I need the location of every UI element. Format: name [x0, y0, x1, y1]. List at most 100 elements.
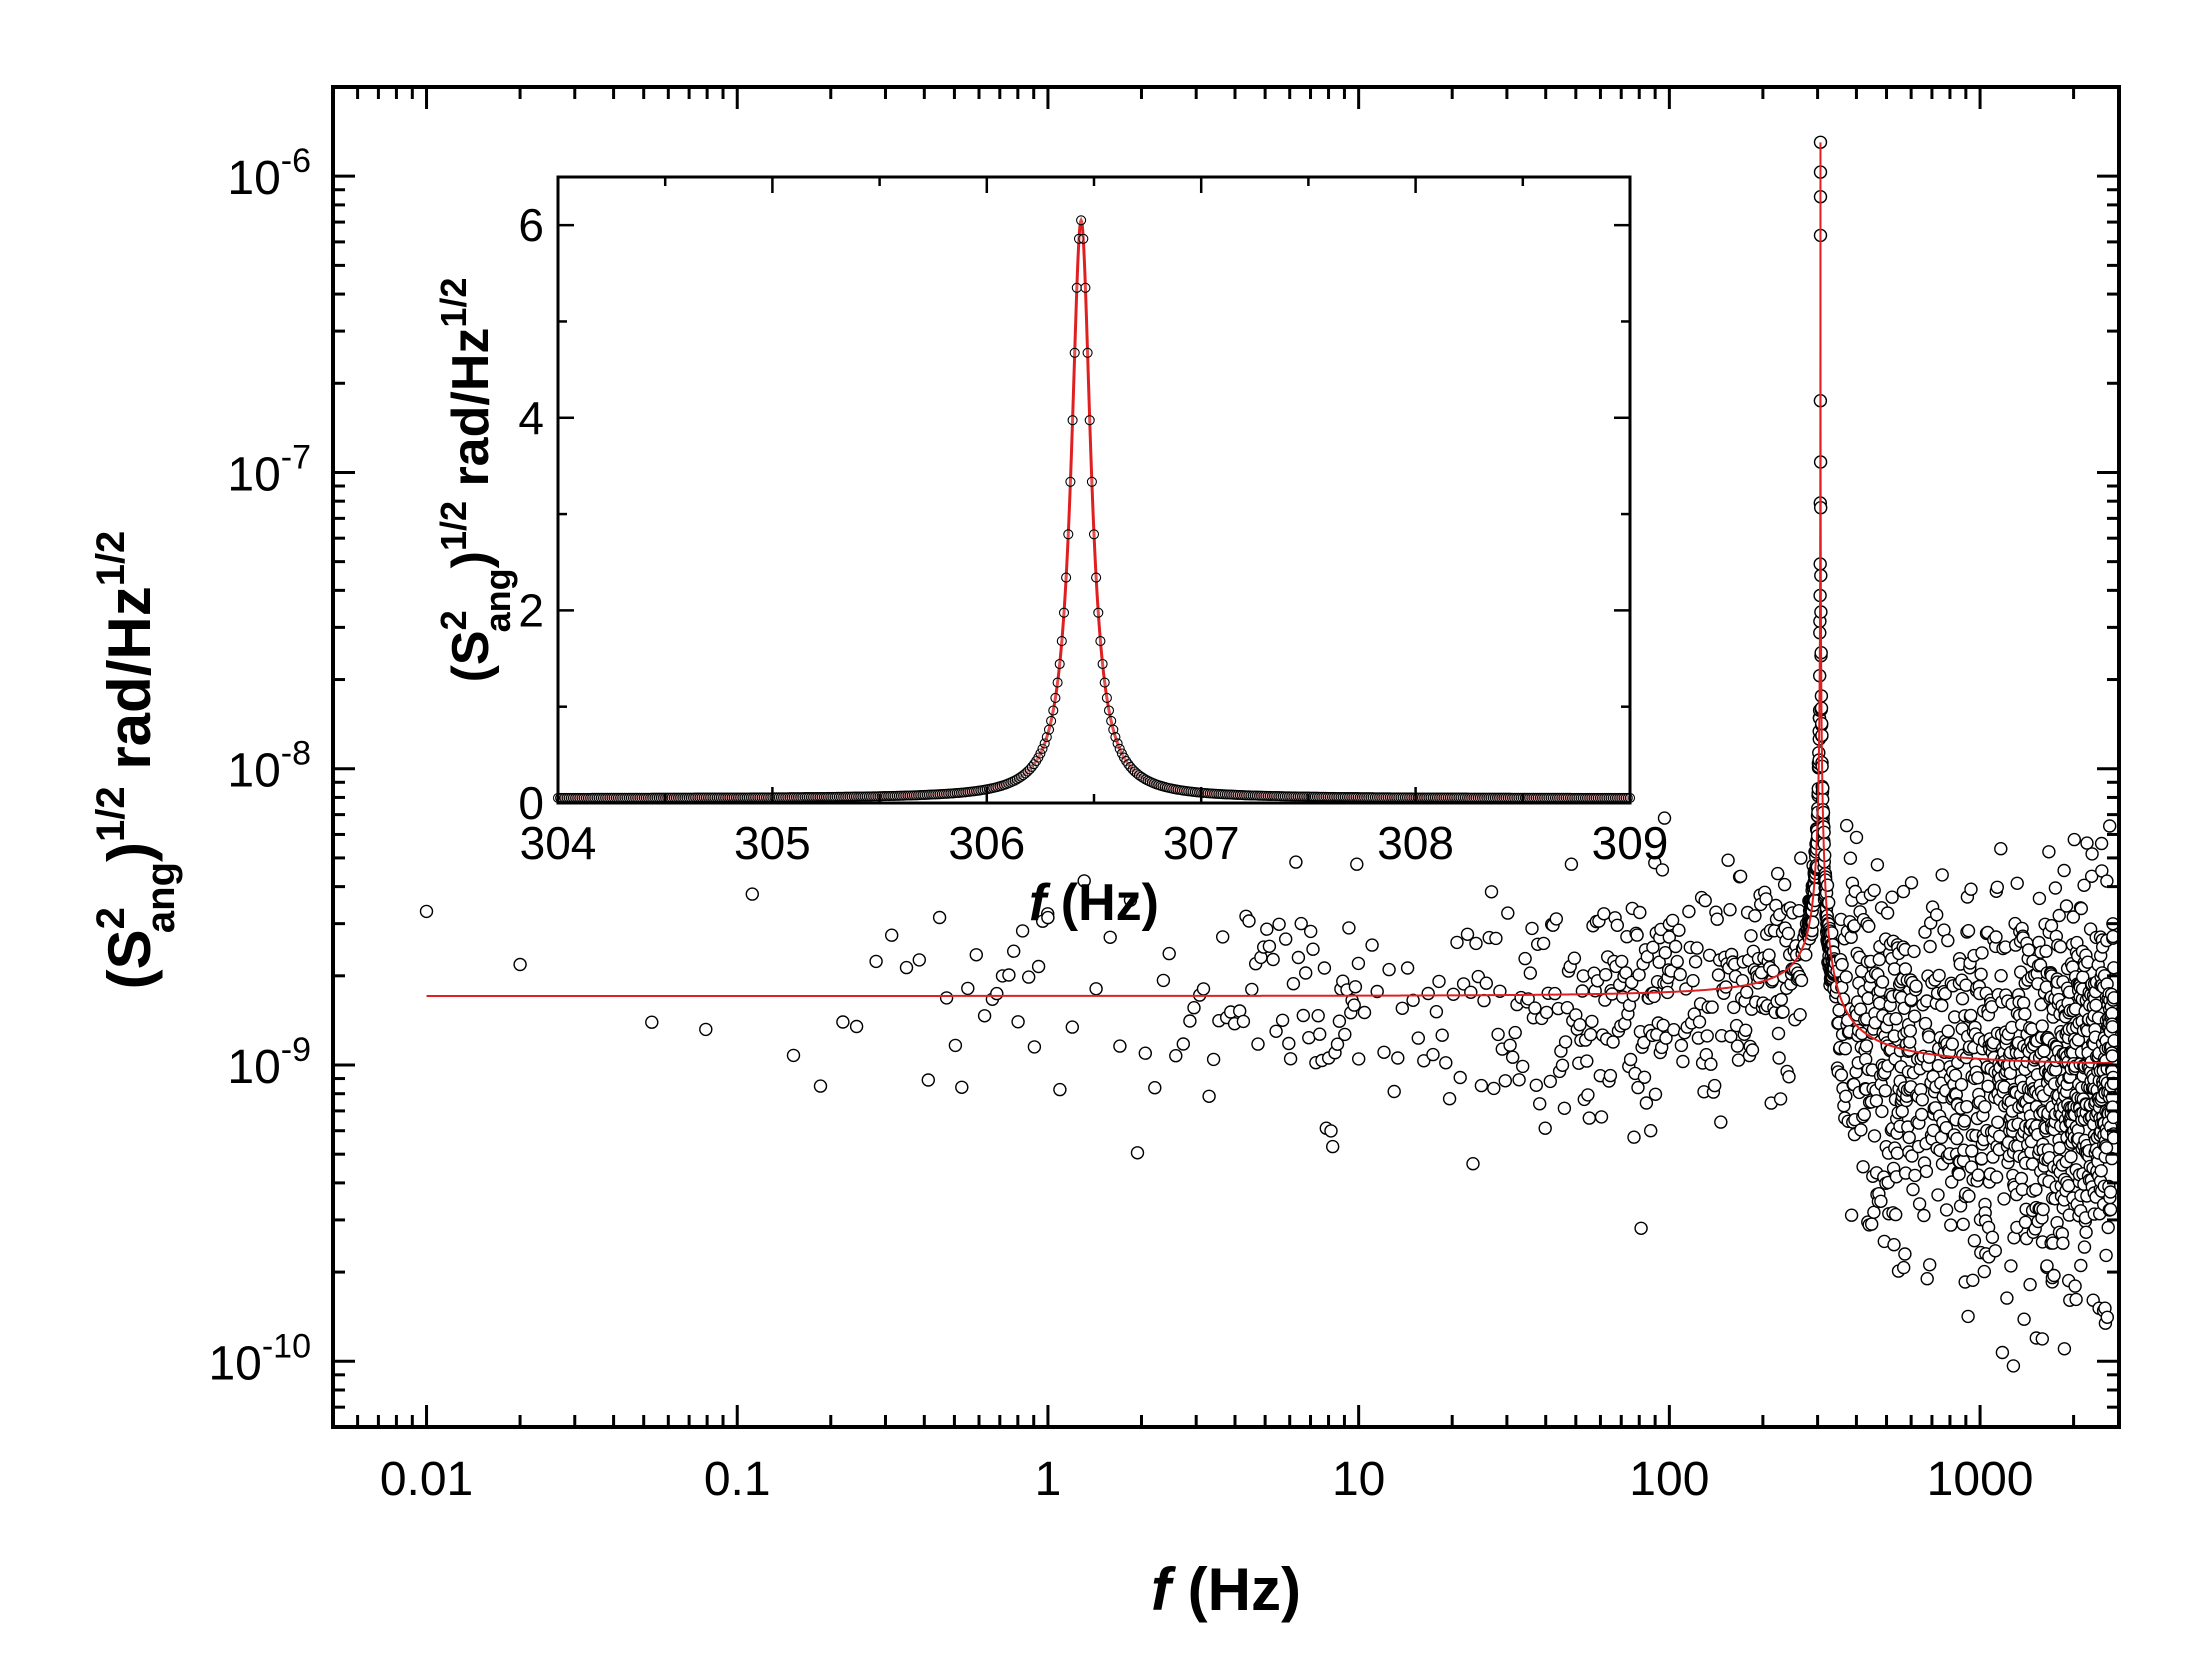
- inset-data-point: [1101, 692, 1112, 703]
- main-data-point: [1945, 1037, 1960, 1051]
- main-data-point: [1854, 1123, 1868, 1137]
- main-data-point: [2006, 1359, 2021, 1373]
- main-data-point: [1903, 1024, 1918, 1038]
- main-data-point: [2042, 845, 2056, 859]
- main-plot-frame: [331, 85, 2121, 1429]
- main-data-point: [1781, 926, 1796, 941]
- main-data-point: [1932, 968, 1946, 983]
- inset-data-point: [1071, 282, 1082, 293]
- main-data-point: [1771, 1026, 1786, 1041]
- main-data-point: [1690, 941, 1704, 955]
- main-data-point: [1988, 1244, 2003, 1258]
- main-data-point: [1580, 1054, 1594, 1068]
- main-data-point: [1626, 988, 1641, 1003]
- main-data-point: [1538, 1121, 1552, 1135]
- main-data-point: [1338, 1027, 1352, 1042]
- inset-data-point: [1043, 724, 1055, 735]
- main-data-point: [1907, 944, 1921, 959]
- main-data-point: [2010, 876, 2024, 890]
- inset-data-point: [1058, 607, 1070, 618]
- main-data-point: [1730, 1039, 1745, 1053]
- main-data-point: [1956, 1217, 1970, 1232]
- main-x-axis-title: f (Hz): [1151, 1556, 1301, 1623]
- main-data-point: [955, 1080, 969, 1095]
- main-data-point: [1278, 932, 1293, 946]
- main-data-point: [1977, 1264, 1992, 1279]
- main-data-point: [1312, 1027, 1327, 1041]
- main-data-point: [1674, 1038, 1689, 1053]
- main-data-point: [645, 1015, 659, 1029]
- inset-y-tick-labels: 0 2 4 6: [518, 199, 544, 829]
- main-data-point: [1658, 946, 1673, 960]
- main-data-point: [1632, 968, 1646, 982]
- inset-plot: 304 305 306 307 308 309 0 2 4 6 f (Hz) (S2ang)1/…: [433, 175, 1668, 932]
- main-data-point: [1777, 877, 1792, 892]
- main-data-point: [1505, 1050, 1520, 1064]
- main-data-point: [1776, 1005, 1790, 1019]
- main-y-tick-label: 10-6: [227, 142, 311, 205]
- main-data-point: [1387, 1084, 1401, 1099]
- inset-data-point: [1076, 215, 1087, 226]
- main-data-point: [1835, 957, 1849, 972]
- main-data-point: [1711, 968, 1726, 982]
- main-data-point: [1838, 1041, 1853, 1056]
- main-data-point: [1623, 1052, 1638, 1067]
- main-data-point: [1975, 946, 1989, 960]
- main-x-tick-label: 0.01: [380, 1453, 473, 1506]
- main-data-point: [2004, 1259, 2018, 1273]
- main-data-point: [1898, 1247, 1912, 1261]
- main-data-point: [1148, 1080, 1162, 1095]
- main-data-point: [1917, 1208, 1931, 1223]
- main-data-point: [1015, 924, 1030, 938]
- main-data-point: [1704, 1057, 1718, 1071]
- inset-data-point: [1061, 572, 1072, 583]
- main-data-point: [2036, 1202, 2050, 1217]
- main-data-point: [1536, 936, 1551, 951]
- main-data-point: [1655, 863, 1670, 877]
- main-data-point: [1294, 916, 1308, 931]
- main-data-point: [1426, 1047, 1440, 1062]
- main-data-point: [1162, 946, 1176, 961]
- inset-scatter-series: [552, 215, 1636, 803]
- inset-x-tick-label: 307: [1163, 817, 1240, 869]
- main-y-tick-label: 10-9: [227, 1031, 311, 1094]
- main-data-point: [1342, 921, 1356, 935]
- main-data-point: [899, 960, 914, 975]
- main-x-tick-label: 100: [1629, 1453, 1709, 1506]
- inset-y-tick-label: 0: [518, 777, 544, 829]
- main-data-point: [1456, 977, 1471, 991]
- main-data-point: [2035, 1019, 2049, 1033]
- main-data-point: [1875, 1104, 1889, 1119]
- main-data-point: [1324, 1124, 1338, 1138]
- main-data-point: [2074, 1258, 2088, 1273]
- main-data-point: [513, 957, 527, 972]
- main-data-point: [1639, 1096, 1654, 1110]
- main-data-point: [1614, 954, 1629, 969]
- main-data-point: [1931, 1188, 1945, 1202]
- main-data-point: [1665, 913, 1680, 928]
- main-data-point: [1938, 987, 1952, 1001]
- main-data-point: [1477, 993, 1491, 1008]
- main-data-point: [1849, 830, 1864, 845]
- main-data-point: [1995, 1345, 2010, 1360]
- main-data-point: [1491, 1027, 1505, 1042]
- main-data-point: [1286, 977, 1301, 991]
- main-data-point: [1961, 1309, 1975, 1324]
- main-data-point: [2052, 1141, 2067, 1155]
- main-data-point: [2099, 1248, 2113, 1263]
- main-data-point: [1652, 955, 1666, 969]
- inset-x-tick-label: 305: [734, 817, 811, 869]
- main-data-point: [1011, 1015, 1025, 1029]
- main-data-point: [2100, 1310, 2115, 1325]
- main-data-point: [1573, 1017, 1587, 1032]
- main-data-point: [1902, 1130, 1916, 1145]
- main-data-point: [2017, 1312, 2031, 1326]
- main-data-point: [1759, 892, 1773, 906]
- main-data-point: [1920, 1271, 1934, 1286]
- main-data-point: [1935, 998, 1949, 1013]
- inset-plot-frame: [556, 175, 1632, 805]
- main-data-point: [1291, 950, 1306, 965]
- main-data-point: [1400, 961, 1415, 975]
- main-data-point: [1739, 985, 1754, 999]
- main-data-point: [1196, 982, 1211, 996]
